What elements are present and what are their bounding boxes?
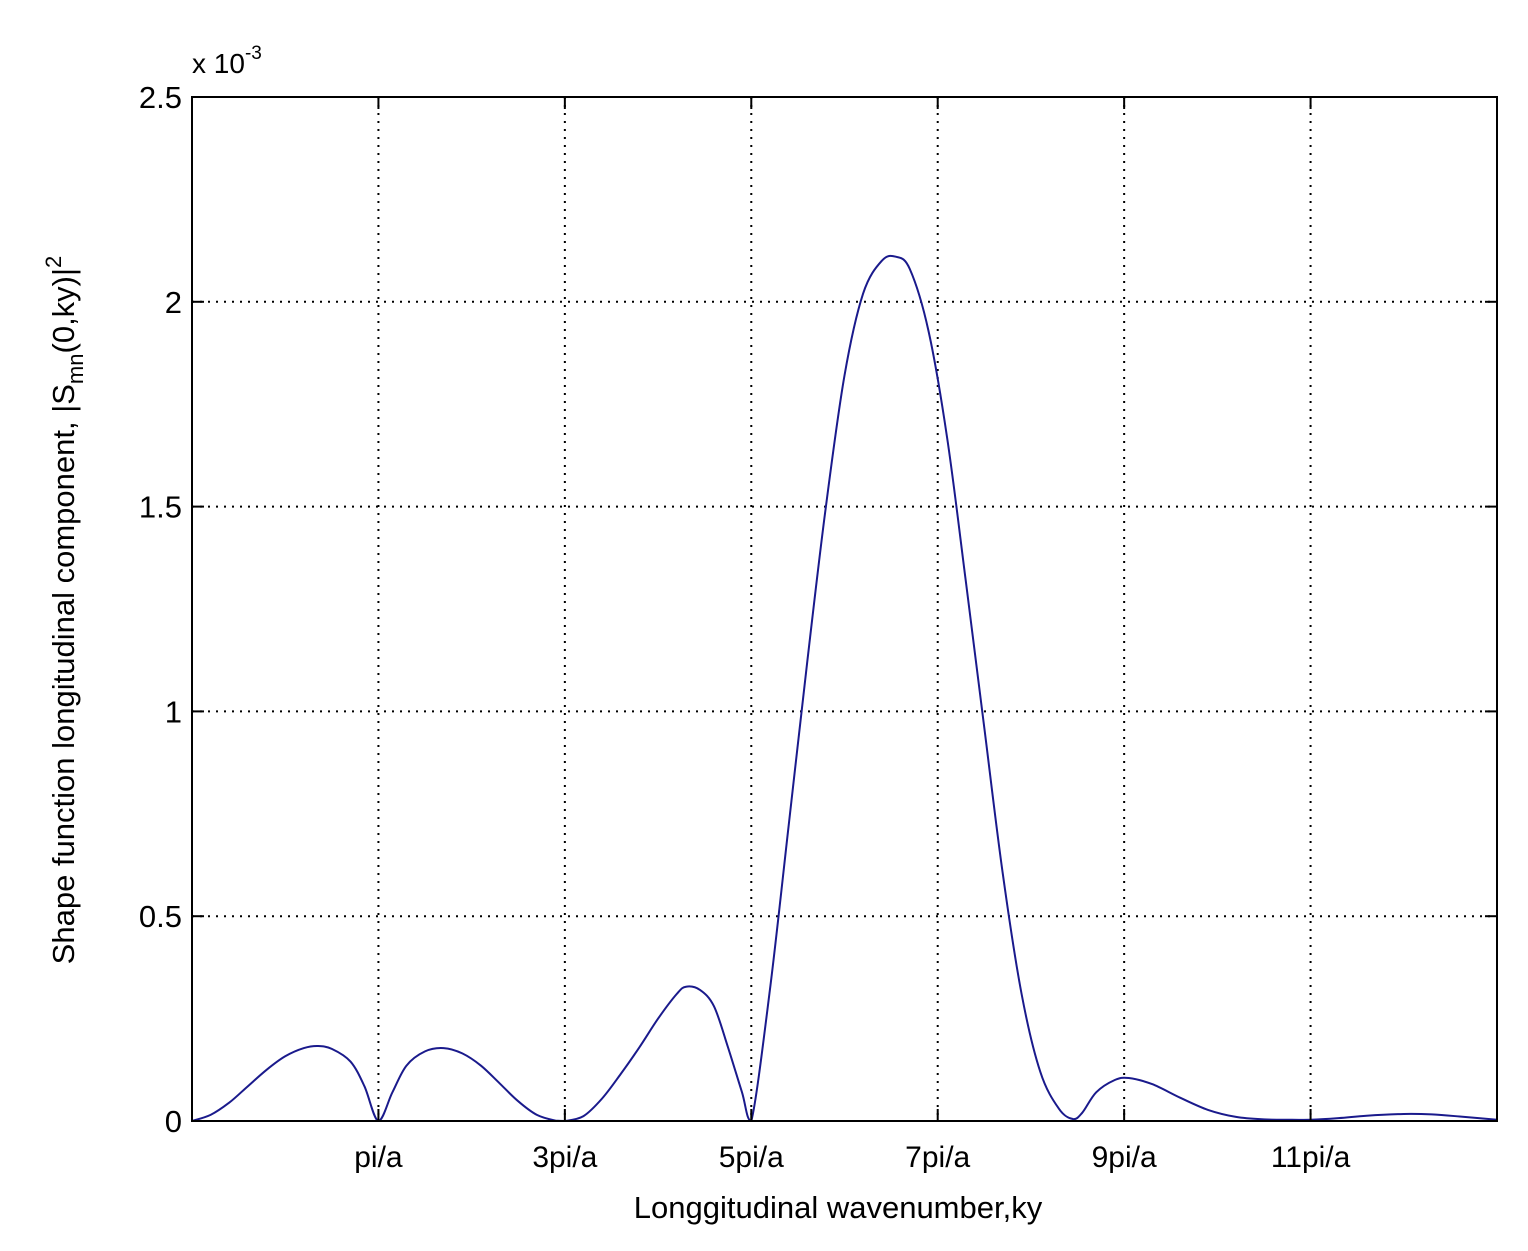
x-tick-label: 11pi/a (1271, 1141, 1351, 1174)
y-tick-label: 1 (165, 694, 182, 729)
x-tick-label: 5pi/a (719, 1141, 784, 1174)
y-tick-label: 2.5 (139, 80, 182, 115)
plot-area (192, 97, 1497, 1121)
y-tick-label: 0.5 (139, 899, 182, 934)
grid (192, 97, 1497, 1121)
ticks: pi/a 3pi/a 5pi/a 7pi/a 9pi/a 11pi/a 0 0.5 1 1.5 2 2… (139, 80, 1497, 1174)
x-tick-label: 9pi/a (1092, 1141, 1157, 1174)
series-line (191, 254, 1498, 1123)
y-axis-label: Shape function longitudinal component, |… (41, 256, 88, 965)
y-tick-label: 1.5 (139, 490, 182, 525)
x-tick-label: 3pi/a (532, 1141, 597, 1174)
x-axis-label: Longgitudinal wavenumber,ky (634, 1190, 1043, 1225)
x-tick-label: pi/a (354, 1141, 403, 1174)
y-multiplier: x 10-3 (192, 43, 262, 79)
axes-frame (191, 96, 1498, 1122)
y-tick-label: 0 (165, 1104, 182, 1139)
y-tick-label: 2 (165, 285, 182, 320)
x-tick-label: 7pi/a (905, 1141, 970, 1174)
